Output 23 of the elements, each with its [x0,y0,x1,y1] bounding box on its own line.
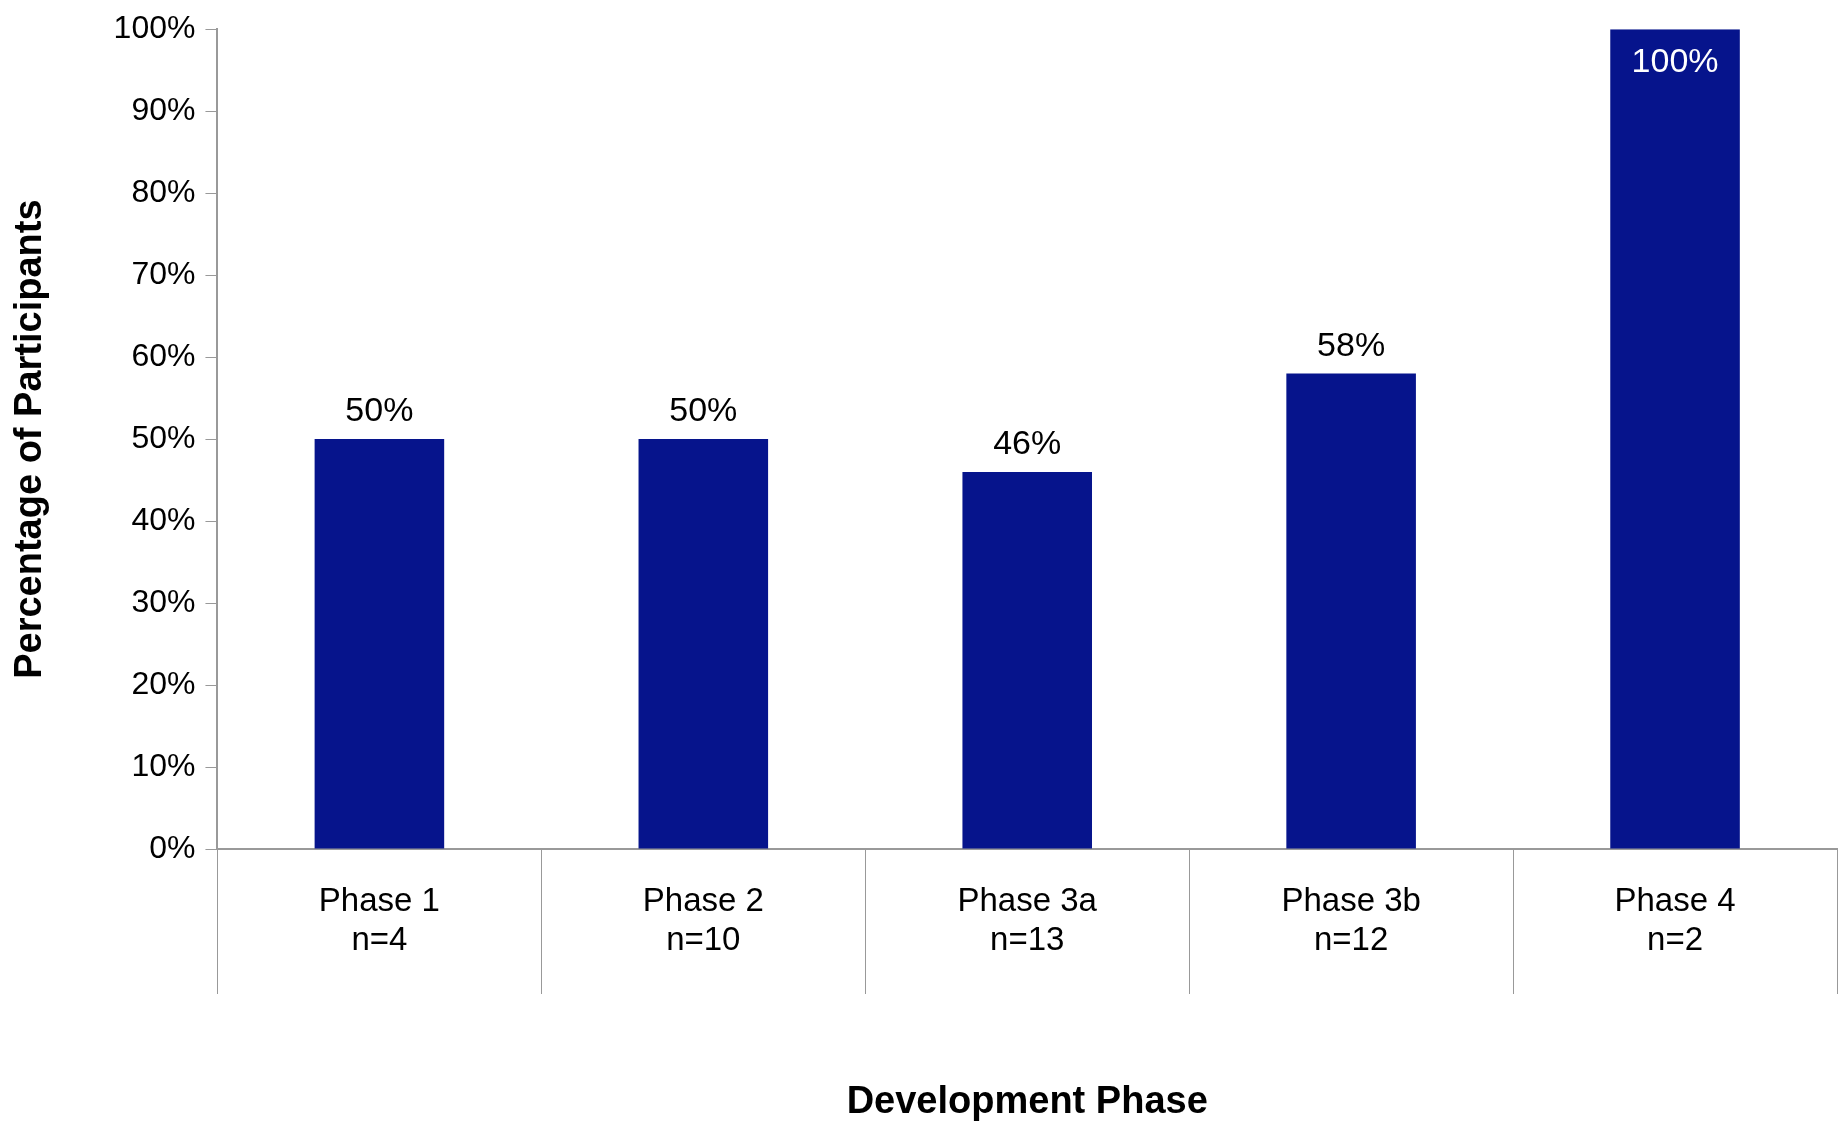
y-tick-label: 60% [131,336,196,373]
data-label: 100% [1631,40,1719,79]
x-tick-label: Phase 1 n=4 [318,880,440,958]
y-tick-label: 10% [131,746,196,783]
y-tick-label: 20% [131,664,196,701]
y-tick-label: 90% [131,91,196,128]
x-tick-label: Phase 3b n=12 [1281,880,1421,958]
data-label: 58% [1317,324,1386,363]
y-tick-label: 30% [131,582,196,619]
y-tick-label: 100% [113,9,196,46]
y-tick-label: 40% [131,500,196,537]
data-label: 50% [345,390,414,429]
y-axis-title: Percentage of Participants [7,199,50,679]
y-tick-label: 80% [131,172,196,209]
y-tick-label: 0% [149,828,196,865]
x-tick-label: Phase 3a n=13 [957,880,1098,958]
x-tick-label: Phase 2 n=10 [642,880,764,958]
y-tick-label: 70% [131,254,196,291]
x-tick-label: Phase 4 n=2 [1614,880,1736,958]
data-label: 50% [669,390,738,429]
data-label: 46% [993,423,1062,462]
y-tick-label: 50% [131,418,196,455]
x-axis-title: Development Phase [846,1078,1208,1121]
